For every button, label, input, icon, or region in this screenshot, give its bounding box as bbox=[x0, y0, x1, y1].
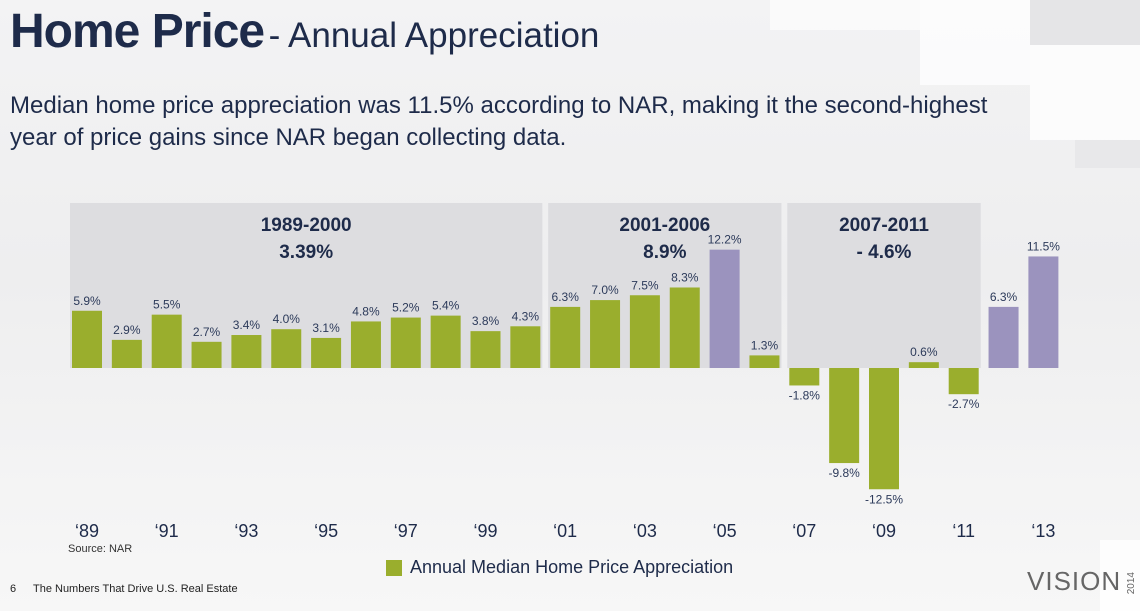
data-label: 3.4% bbox=[233, 318, 261, 332]
bar bbox=[590, 300, 621, 368]
bar bbox=[948, 368, 979, 395]
decor-square bbox=[1075, 140, 1140, 168]
data-label: 8.3% bbox=[671, 270, 699, 284]
data-label: -1.8% bbox=[789, 388, 821, 402]
data-label: 7.0% bbox=[591, 283, 619, 297]
data-label: 7.5% bbox=[631, 278, 659, 292]
data-label: 1.3% bbox=[751, 338, 779, 352]
data-label: 4.0% bbox=[273, 312, 301, 326]
bar bbox=[311, 337, 342, 368]
bar bbox=[231, 335, 262, 368]
decor-square bbox=[770, 0, 920, 30]
bar bbox=[550, 306, 581, 368]
x-tick-label: ‘97 bbox=[394, 521, 418, 541]
data-label: -12.5% bbox=[865, 492, 903, 506]
x-tick-label: ‘89 bbox=[75, 521, 99, 541]
period-box bbox=[787, 203, 981, 368]
x-tick-label: ‘01 bbox=[553, 521, 577, 541]
data-label: 3.8% bbox=[472, 314, 500, 328]
x-tick-label: ‘11 bbox=[952, 521, 975, 541]
data-label: 5.9% bbox=[73, 294, 101, 308]
bar bbox=[72, 310, 102, 368]
bar bbox=[470, 331, 501, 368]
decor-square bbox=[920, 0, 1030, 85]
bar bbox=[191, 341, 222, 368]
bar bbox=[669, 287, 700, 368]
x-tick-label: ‘95 bbox=[314, 521, 338, 541]
bar bbox=[629, 295, 660, 368]
page-number: 6 bbox=[10, 583, 17, 595]
decor-square bbox=[1100, 540, 1140, 611]
chart-legend: Annual Median Home Price Appreciation bbox=[386, 557, 733, 578]
data-label: 12.2% bbox=[708, 233, 742, 247]
brand-word: VISION bbox=[1027, 566, 1122, 596]
legend-swatch bbox=[386, 559, 402, 576]
data-label: -9.8% bbox=[828, 466, 860, 480]
data-label: 5.4% bbox=[432, 299, 460, 313]
bar bbox=[789, 368, 820, 386]
data-label: 4.8% bbox=[352, 304, 380, 318]
x-tick-label: ‘99 bbox=[473, 521, 497, 541]
bar bbox=[869, 368, 899, 490]
bar bbox=[151, 314, 182, 368]
data-label: 0.6% bbox=[910, 345, 938, 359]
source-note: Source: NAR bbox=[68, 543, 133, 555]
data-label: 5.2% bbox=[392, 301, 420, 315]
period-range-label: 1989-2000 bbox=[261, 215, 352, 236]
x-tick-label: ‘07 bbox=[792, 521, 816, 541]
legend-label: Annual Median Home Price Appreciation bbox=[410, 557, 734, 577]
data-label: 11.5% bbox=[1027, 239, 1060, 253]
bar bbox=[350, 321, 381, 368]
period-range-label: 2007-2011 bbox=[839, 215, 929, 236]
period-average-label: - 4.6% bbox=[857, 242, 912, 263]
bar bbox=[908, 362, 939, 368]
period-box bbox=[70, 203, 543, 368]
bar bbox=[749, 355, 780, 368]
brand-year: 2014 bbox=[1126, 571, 1138, 594]
period-average-label: 8.9% bbox=[643, 242, 686, 263]
x-tick-label: ‘93 bbox=[234, 521, 258, 541]
data-label: 3.1% bbox=[312, 321, 340, 335]
bar bbox=[430, 315, 461, 368]
page-title: Home Price - Annual Appreciation bbox=[10, 4, 599, 59]
bar bbox=[390, 317, 421, 368]
data-label: 6.3% bbox=[990, 290, 1018, 304]
data-label: 4.3% bbox=[512, 309, 540, 323]
description: Median home price appreciation was 11.5%… bbox=[10, 92, 988, 151]
footer-tagline: The Numbers That Drive U.S. Real Estate bbox=[32, 583, 238, 595]
bar bbox=[111, 339, 142, 368]
bar bbox=[510, 326, 541, 368]
x-tick-label: ‘05 bbox=[713, 521, 737, 541]
data-label: 6.3% bbox=[552, 290, 580, 304]
data-label: -2.7% bbox=[948, 397, 980, 411]
footer: 6 The Numbers That Drive U.S. Real Estat… bbox=[10, 583, 238, 595]
x-tick-label: ‘03 bbox=[633, 521, 657, 541]
title-subtitle: - Annual Appreciation bbox=[268, 16, 600, 55]
decor-square bbox=[1030, 45, 1140, 140]
data-label: 5.5% bbox=[153, 298, 181, 312]
bar bbox=[271, 329, 302, 368]
data-label: 2.9% bbox=[113, 323, 141, 337]
bar bbox=[709, 249, 740, 368]
period-range-label: 2001-2006 bbox=[619, 215, 710, 236]
bar bbox=[1028, 256, 1059, 368]
brand-logo: VISION 2014 bbox=[1027, 566, 1137, 597]
bar bbox=[988, 306, 1019, 368]
bar bbox=[829, 368, 860, 464]
period-average-label: 3.39% bbox=[279, 242, 333, 263]
x-tick-label: ‘91 bbox=[155, 521, 179, 541]
data-label: 2.7% bbox=[193, 325, 221, 339]
x-tick-label: ‘13 bbox=[1031, 521, 1055, 541]
decor-square bbox=[1030, 0, 1140, 45]
period-box bbox=[548, 203, 782, 368]
x-tick-label: ‘09 bbox=[872, 521, 896, 541]
title-main: Home Price bbox=[10, 5, 265, 58]
